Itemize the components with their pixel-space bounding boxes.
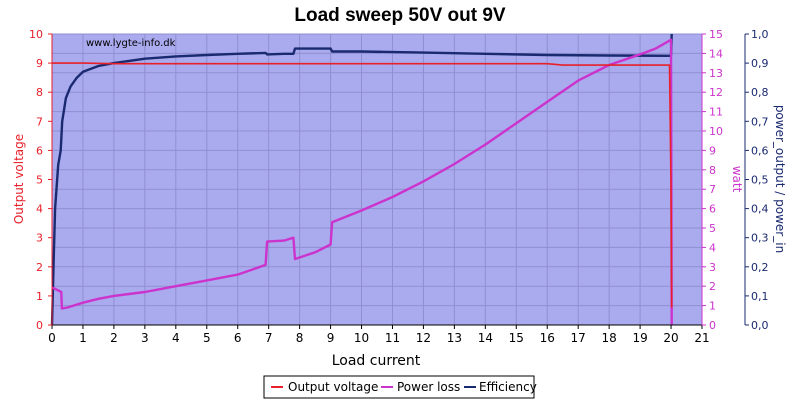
x-tick-label: 5	[203, 331, 211, 345]
x-tick-label: 3	[141, 331, 149, 345]
y-right1-tick-label: 1	[709, 300, 716, 313]
legend-label-power-loss: Power loss	[397, 380, 460, 394]
y-right1-tick-label: 9	[709, 144, 716, 157]
x-tick-label: 15	[509, 331, 524, 345]
y-left-tick-label: 8	[36, 86, 43, 99]
x-tick-label: 14	[478, 331, 493, 345]
x-tick-label: 1	[79, 331, 87, 345]
y-right1-tick-label: 3	[709, 261, 716, 274]
y-right2-tick-label: 0,2	[751, 261, 769, 274]
y-left-tick-label: 5	[36, 174, 43, 187]
x-tick-label: 11	[385, 331, 400, 345]
x-tick-label: 10	[354, 331, 369, 345]
y-right1-tick-label: 7	[709, 183, 716, 196]
x-tick-label: 13	[447, 331, 462, 345]
legend-box	[263, 375, 535, 399]
x-tick-label: 19	[632, 331, 647, 345]
y-right2-tick-label: 0,0	[751, 319, 769, 332]
series-line-power-loss	[52, 38, 673, 326]
series-layer	[50, 33, 673, 326]
y-left-tick-label: 4	[36, 203, 43, 216]
y-left-tick-label: 0	[36, 319, 43, 332]
x-tick-label: 17	[571, 331, 586, 345]
y-right2-tick-label: 0,1	[751, 290, 769, 303]
x-tick-label: 21	[694, 331, 709, 345]
y-left-tick-label: 9	[36, 57, 43, 70]
y-left-tick-label: 1	[36, 290, 43, 303]
x-tick-label: 9	[327, 331, 335, 345]
y-right1-tick-label: 15	[709, 28, 723, 41]
y-right2-tick-label: 0,9	[751, 57, 769, 70]
series-line-efficiency	[50, 33, 673, 326]
y-left-tick-label: 10	[29, 28, 43, 41]
y-right2-tick-label: 0,6	[751, 144, 769, 157]
y-right2-tick-label: 1,0	[751, 28, 769, 41]
x-tick-label: 7	[265, 331, 273, 345]
x-tick-label: 4	[172, 331, 180, 345]
x-tick-label: 6	[234, 331, 242, 345]
series-line-output-voltage	[52, 62, 673, 308]
y-right1-tick-label: 10	[709, 125, 723, 138]
legend-label-efficiency: Efficiency	[479, 380, 537, 394]
y-left-axis-label: Output voltage	[12, 134, 26, 224]
y-left-tick-label: 6	[36, 144, 43, 157]
y-right2-tick-label: 0,3	[751, 232, 769, 245]
legend: Output voltage Power loss Efficiency	[263, 375, 537, 399]
chart-title: Load sweep 50V out 9V	[294, 5, 505, 26]
y-right1-tick-label: 8	[709, 164, 716, 177]
x-tick-label: 16	[540, 331, 555, 345]
x-tick-label: 0	[48, 331, 56, 345]
y-right1-tick-label: 12	[709, 86, 723, 99]
x-tick-label: 8	[296, 331, 304, 345]
y-left-tick-label: 2	[36, 261, 43, 274]
y-right2-tick-label: 0,8	[751, 86, 769, 99]
x-axis-label: Load current	[332, 353, 421, 369]
x-tick-label: 20	[663, 331, 678, 345]
plot-area	[52, 34, 702, 325]
x-tick-label: 18	[602, 331, 617, 345]
y-right1-tick-label: 0	[709, 319, 716, 332]
y-right1-tick-label: 14	[709, 47, 723, 60]
legend-label-output-voltage: Output voltage	[288, 380, 378, 394]
y-right1-tick-label: 5	[709, 222, 716, 235]
y-right2-tick-label: 0,7	[751, 115, 769, 128]
y-right1-tick-label: 11	[709, 106, 723, 119]
y-right1-tick-label: 2	[709, 280, 716, 293]
ticks: 0 1 2 3 4 5 6 7 8 9 10 11 12 13 14 15 16 17 18 19 20 21012345…	[29, 28, 769, 345]
y-right2-tick-label: 0,4	[751, 203, 769, 216]
y-right1-tick-label: 13	[709, 67, 723, 80]
y-right1-tick-label: 4	[709, 241, 716, 254]
y-left-tick-label: 3	[36, 232, 43, 245]
y-right1-axis-label: watt	[730, 166, 744, 193]
y-left-tick-label: 7	[36, 115, 43, 128]
x-tick-label: 2	[110, 331, 118, 345]
watermark: www.lygte-info.dk	[86, 38, 176, 49]
x-tick-label: 12	[416, 331, 431, 345]
y-right2-axis-label: power_output / power_in	[773, 105, 787, 253]
y-right1-tick-label: 6	[709, 203, 716, 216]
y-right2-tick-label: 0,5	[751, 174, 769, 187]
